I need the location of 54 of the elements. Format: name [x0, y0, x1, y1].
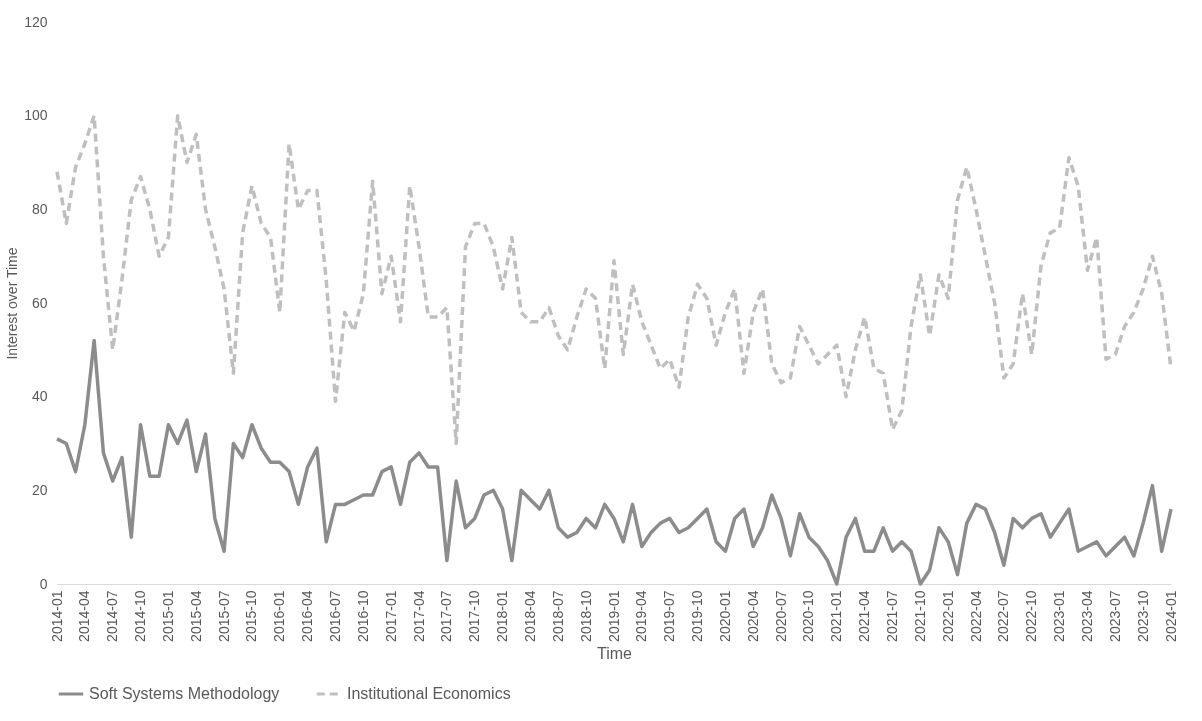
y-tick-label: 100: [24, 107, 48, 124]
x-tick-label: 2020-07: [772, 590, 789, 642]
x-tick-label: 2021-10: [911, 590, 928, 642]
line-series: [55, 113, 1173, 446]
x-tick-label: 2018-04: [521, 590, 538, 642]
x-tick-label: 2021-01: [828, 590, 845, 642]
x-tick-label: 2019-07: [661, 590, 678, 642]
y-tick-label: 80: [31, 200, 48, 217]
x-tick-label: 2019-04: [633, 590, 650, 642]
x-tick-label: 2019-10: [689, 590, 706, 642]
x-tick-label: 2022-10: [1023, 590, 1040, 642]
x-tick-label: 2015-07: [215, 590, 232, 642]
x-tick-label: 2022-04: [967, 590, 984, 642]
x-tick-label: 2017-01: [382, 590, 399, 642]
x-tick-label: 2014-10: [132, 590, 149, 642]
x-tick-label: 2014-04: [76, 590, 93, 642]
x-tick-label: 2023-10: [1134, 590, 1151, 642]
x-tick-label: 2015-10: [243, 590, 260, 642]
x-tick-label: 2022-01: [939, 590, 956, 642]
y-tick-label: 120: [24, 13, 48, 30]
x-tick-label: 2016-04: [299, 590, 316, 642]
x-tick-label: 2017-07: [438, 590, 455, 642]
y-tick-label: 40: [31, 388, 48, 405]
y-tick-label: 60: [31, 294, 48, 311]
y-tick-label: 20: [31, 481, 48, 498]
x-tick-label: 2014-07: [104, 590, 121, 642]
y-tick-label: 0: [39, 575, 48, 592]
x-tick-label: 2023-04: [1078, 590, 1095, 642]
x-tick-label: 2014-01: [48, 590, 65, 642]
x-tick-label: 2024-01: [1162, 590, 1179, 642]
y-axis-title: Interest over Time: [4, 247, 21, 360]
x-tick-label: 2017-04: [410, 590, 427, 642]
x-tick-label: 2018-01: [494, 590, 511, 642]
x-tick-label: 2015-04: [187, 590, 204, 642]
x-tick-label: 2022-07: [995, 590, 1012, 642]
line-series: [55, 338, 1173, 586]
x-tick-label: 2016-07: [327, 590, 343, 642]
x-tick-label: 2019-01: [605, 590, 622, 642]
x-tick-label: 2020-04: [744, 590, 761, 642]
x-tick-label: 2021-04: [856, 590, 873, 642]
x-tick-label: 2018-10: [577, 590, 594, 642]
x-tick-label: 2017-10: [466, 590, 483, 642]
x-tick-label: 2015-01: [159, 590, 176, 642]
x-tick-label: 2020-01: [716, 590, 733, 642]
x-tick-label: 2016-10: [354, 590, 371, 642]
x-tick-label: 2021-07: [884, 590, 900, 642]
x-tick-label: 2016-01: [271, 590, 288, 642]
x-tick-label: 2018-07: [549, 590, 566, 642]
x-tick-label: 2020-10: [800, 590, 817, 642]
legend-label: Institutional Economics: [347, 685, 511, 702]
legend-label: Soft Systems Methodology: [89, 685, 280, 702]
x-tick-label: 2023-01: [1051, 590, 1068, 642]
x-axis-title: Time: [597, 644, 633, 662]
x-tick-label: 2023-07: [1106, 590, 1123, 642]
